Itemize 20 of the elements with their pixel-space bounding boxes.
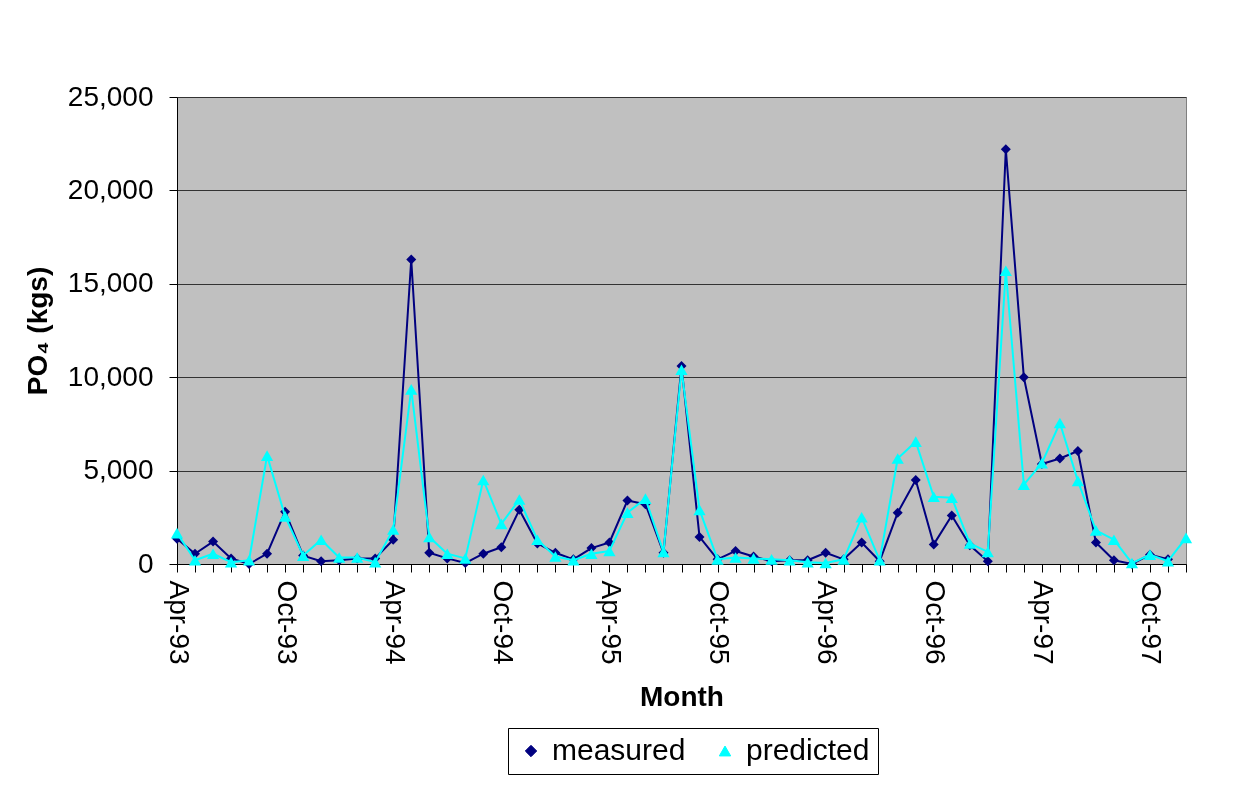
x-tick-label: Apr-95 [595,580,627,665]
y-tick-label: 5,000 [83,454,154,486]
legend-label: predicted [746,733,870,766]
y-tick-label: 25,000 [67,80,154,112]
y-tick-label: 10,000 [67,360,154,392]
y-axis-title: PO₄ (kgs) [21,266,53,396]
x-tick-label: Oct-93 [271,580,303,665]
x-tick-label: Oct-96 [920,580,952,665]
legend-label: measured [552,733,686,766]
x-axis-title: Month [640,680,724,712]
x-tick-label: Oct-94 [487,580,519,665]
x-tick-label: Apr-94 [379,580,411,665]
x-tick-label: Apr-96 [812,580,844,665]
x-tick-label: Apr-97 [1028,580,1060,665]
x-tick-label: Oct-95 [704,580,736,665]
x-tick-label: Oct-97 [1136,580,1168,665]
y-tick-label: 15,000 [67,267,154,299]
x-tick-label: Apr-93 [163,580,195,665]
y-tick-label: 0 [137,547,154,579]
y-tick-label: 20,000 [67,173,154,205]
